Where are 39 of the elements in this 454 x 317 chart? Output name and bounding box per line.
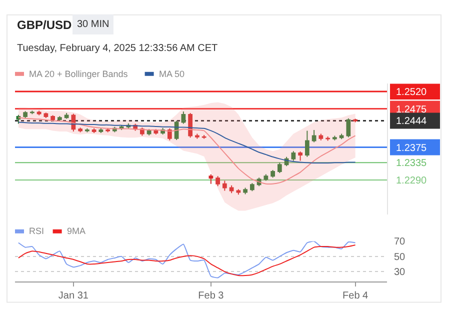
- x-tick-label: Feb 4: [342, 290, 369, 302]
- candlestick: [208, 174, 214, 184]
- y-tick-label: 30: [394, 267, 406, 278]
- candlestick: [318, 133, 324, 141]
- legend-label: MA 20 + Bollinger Bands: [29, 69, 128, 79]
- y-tick-label: 1.2375: [396, 142, 428, 154]
- candlestick: [339, 133, 344, 140]
- candlestick: [30, 110, 34, 115]
- candlestick: [92, 128, 96, 134]
- candlestick: [229, 184, 234, 194]
- candlestick: [188, 112, 192, 138]
- legend-label: MA 50: [159, 69, 185, 79]
- legend-label: RSI: [29, 226, 44, 236]
- candlestick: [168, 128, 172, 141]
- candlestick: [78, 127, 82, 133]
- candlestick: [195, 133, 200, 140]
- candlestick: [36, 110, 42, 116]
- text: 30 MIN: [77, 19, 110, 30]
- y-tick-label: 1.2290: [396, 175, 428, 186]
- y-tick-label: 70: [394, 236, 406, 248]
- candlestick: [58, 116, 62, 122]
- y-tick-label: 1.2520: [396, 86, 428, 98]
- candlestick: [298, 151, 302, 162]
- candlestick: [216, 176, 220, 187]
- chart-title: GBP/USD: [17, 18, 72, 32]
- candlestick: [202, 134, 206, 140]
- candlestick: [236, 188, 241, 196]
- y-tick-label: 1.2475: [396, 104, 428, 116]
- y-tick-label: 1.2444: [396, 116, 428, 128]
- candlestick: [332, 135, 337, 141]
- x-tick-label: Feb 3: [198, 290, 224, 302]
- chart-subtitle: Tuesday, February 4, 2025 12:33:56 AM CET: [17, 43, 218, 54]
- legend-label: 9MA: [67, 226, 86, 236]
- y-tick-label: 1.2335: [396, 158, 428, 170]
- y-tick-label: 50: [394, 252, 406, 263]
- candlestick: [222, 180, 227, 192]
- x-tick-label: Jan 31: [58, 290, 89, 302]
- candlestick: [50, 114, 55, 122]
- candlestick: [326, 136, 330, 142]
